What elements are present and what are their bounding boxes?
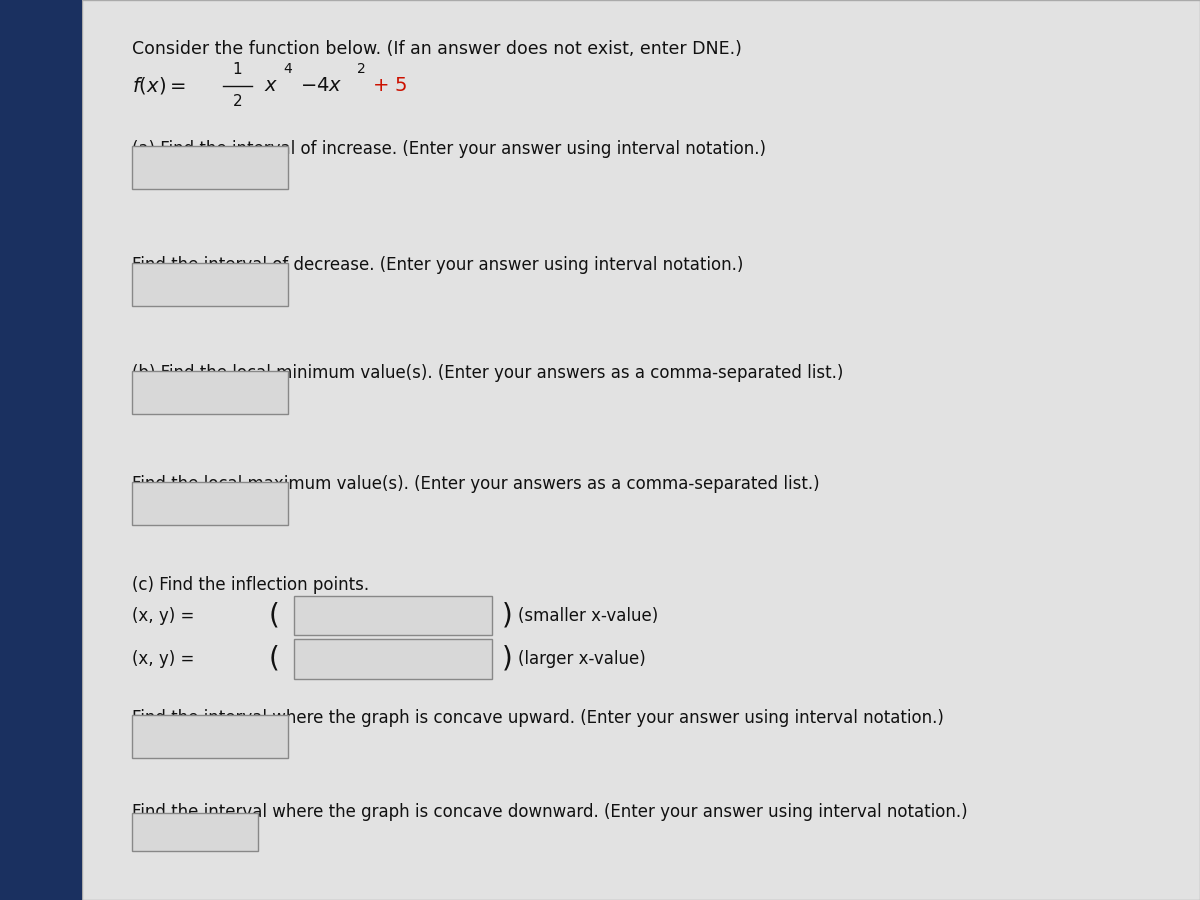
FancyBboxPatch shape bbox=[0, 0, 82, 900]
Text: (smaller x-value): (smaller x-value) bbox=[518, 607, 659, 625]
FancyBboxPatch shape bbox=[132, 146, 288, 189]
Text: (: ( bbox=[269, 644, 280, 673]
Text: (: ( bbox=[269, 601, 280, 630]
Text: ): ) bbox=[502, 601, 512, 630]
Text: $2$: $2$ bbox=[356, 62, 366, 77]
FancyBboxPatch shape bbox=[294, 639, 492, 679]
Text: (x, y) =: (x, y) = bbox=[132, 607, 199, 625]
Text: $+\ 5$: $+\ 5$ bbox=[372, 76, 408, 95]
FancyBboxPatch shape bbox=[82, 0, 1200, 900]
Text: Find the interval of decrease. (Enter your answer using interval notation.): Find the interval of decrease. (Enter yo… bbox=[132, 256, 743, 274]
Text: $f(x) = $: $f(x) = $ bbox=[132, 75, 186, 96]
Text: ): ) bbox=[502, 644, 512, 673]
Text: $4$: $4$ bbox=[283, 62, 293, 77]
FancyBboxPatch shape bbox=[132, 371, 288, 414]
Text: (larger x-value): (larger x-value) bbox=[518, 650, 646, 668]
FancyBboxPatch shape bbox=[132, 482, 288, 525]
Text: 1: 1 bbox=[233, 62, 242, 77]
Text: (c) Find the inflection points.: (c) Find the inflection points. bbox=[132, 576, 370, 594]
FancyBboxPatch shape bbox=[132, 715, 288, 758]
Text: 2: 2 bbox=[233, 94, 242, 109]
Text: $x$: $x$ bbox=[264, 76, 278, 95]
Text: Consider the function below. (If an answer does not exist, enter DNE.): Consider the function below. (If an answ… bbox=[132, 40, 742, 58]
FancyBboxPatch shape bbox=[132, 813, 258, 850]
Text: Find the interval where the graph is concave upward. (Enter your answer using in: Find the interval where the graph is con… bbox=[132, 709, 944, 727]
Text: Find the interval where the graph is concave downward. (Enter your answer using : Find the interval where the graph is con… bbox=[132, 803, 967, 821]
FancyBboxPatch shape bbox=[294, 596, 492, 635]
Text: (b) Find the local minimum value(s). (Enter your answers as a comma-separated li: (b) Find the local minimum value(s). (En… bbox=[132, 364, 844, 382]
Text: (a) Find the interval of increase. (Enter your answer using interval notation.): (a) Find the interval of increase. (Ente… bbox=[132, 140, 766, 158]
Text: (x, y) =: (x, y) = bbox=[132, 650, 199, 668]
Text: $- 4x$: $- 4x$ bbox=[300, 76, 342, 95]
FancyBboxPatch shape bbox=[132, 263, 288, 306]
Text: Find the local maximum value(s). (Enter your answers as a comma-separated list.): Find the local maximum value(s). (Enter … bbox=[132, 475, 820, 493]
